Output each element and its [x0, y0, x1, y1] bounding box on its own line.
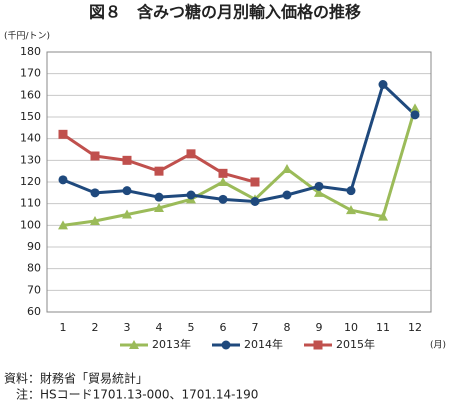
- note: 注：HSコード1701.13-000、1701.14-190: [16, 387, 258, 400]
- x-tick-label: 8: [284, 321, 291, 334]
- marker-square: [313, 340, 323, 350]
- y-tick-label: 80: [27, 262, 41, 275]
- series-line: [62, 107, 417, 227]
- legend-label: 2015年: [336, 337, 375, 351]
- legend-label: 2013年: [152, 337, 191, 351]
- marker-triangle: [314, 187, 324, 197]
- legend-label: 2014年: [244, 337, 283, 351]
- marker-circle: [122, 186, 132, 196]
- marker-circle: [378, 80, 388, 89]
- marker-triangle: [218, 177, 228, 186]
- marker-square: [58, 129, 68, 139]
- x-tick-label: 5: [188, 321, 195, 334]
- x-tick-label: 1: [60, 321, 67, 334]
- marker-circle: [218, 194, 228, 204]
- x-tick-label: 10: [344, 321, 358, 334]
- marker-triangle: [410, 103, 420, 113]
- x-tick-label: 11: [376, 321, 390, 334]
- y-tick-label: 110: [20, 197, 41, 210]
- marker-circle: [90, 188, 100, 198]
- y-tick-label: 90: [27, 240, 41, 253]
- marker-circle: [221, 340, 231, 350]
- source: 資料：財務省「貿易統計」: [4, 371, 148, 386]
- marker-square: [154, 166, 164, 176]
- marker-circle: [314, 181, 324, 191]
- marker-triangle: [154, 203, 164, 212]
- plot-frame: [46, 51, 432, 313]
- y-tick-label: 150: [20, 110, 41, 123]
- marker-circle: [346, 186, 356, 196]
- x-tick-label: 4: [156, 321, 163, 334]
- y-tick-label: 70: [27, 283, 41, 296]
- y-tick-label: 120: [20, 175, 41, 188]
- y-tick-label: 100: [20, 218, 41, 231]
- y-tick-label: 170: [20, 67, 41, 80]
- x-tick-label: 12: [408, 321, 422, 334]
- marker-circle: [186, 190, 196, 200]
- marker-circle: [250, 197, 260, 206]
- marker-triangle: [129, 340, 139, 349]
- series-line: [62, 83, 417, 203]
- marker-triangle: [282, 164, 292, 173]
- marker-triangle: [378, 211, 388, 221]
- x-tick-label: 9: [316, 321, 323, 334]
- y-tick-label: 130: [20, 153, 41, 166]
- x-tick-label: 3: [124, 321, 131, 334]
- marker-square: [90, 151, 100, 161]
- y-tick-label: 140: [20, 132, 41, 145]
- marker-circle: [58, 175, 68, 185]
- y-tick-label: 60: [27, 305, 41, 318]
- marker-square: [122, 155, 132, 165]
- marker-triangle: [122, 209, 132, 219]
- marker-square: [186, 149, 196, 159]
- marker-triangle: [90, 216, 100, 225]
- y-tick-label: 180: [20, 45, 41, 58]
- marker-circle: [154, 192, 164, 202]
- marker-square: [250, 177, 260, 187]
- x-tick-label: 2: [92, 321, 99, 334]
- marker-triangle: [346, 205, 356, 215]
- y-tick-label: 160: [20, 88, 41, 101]
- marker-triangle: [58, 220, 68, 230]
- marker-square: [218, 168, 228, 178]
- marker-circle: [410, 110, 420, 120]
- chart-title: 図８ 含みつ糖の月別輸入価格の推移: [89, 3, 361, 22]
- x-axis-label: (月): [430, 340, 446, 351]
- y-axis-label: (千円/トン): [4, 31, 50, 42]
- x-tick-label: 7: [252, 321, 259, 334]
- x-tick-label: 6: [220, 321, 227, 334]
- marker-circle: [282, 190, 292, 200]
